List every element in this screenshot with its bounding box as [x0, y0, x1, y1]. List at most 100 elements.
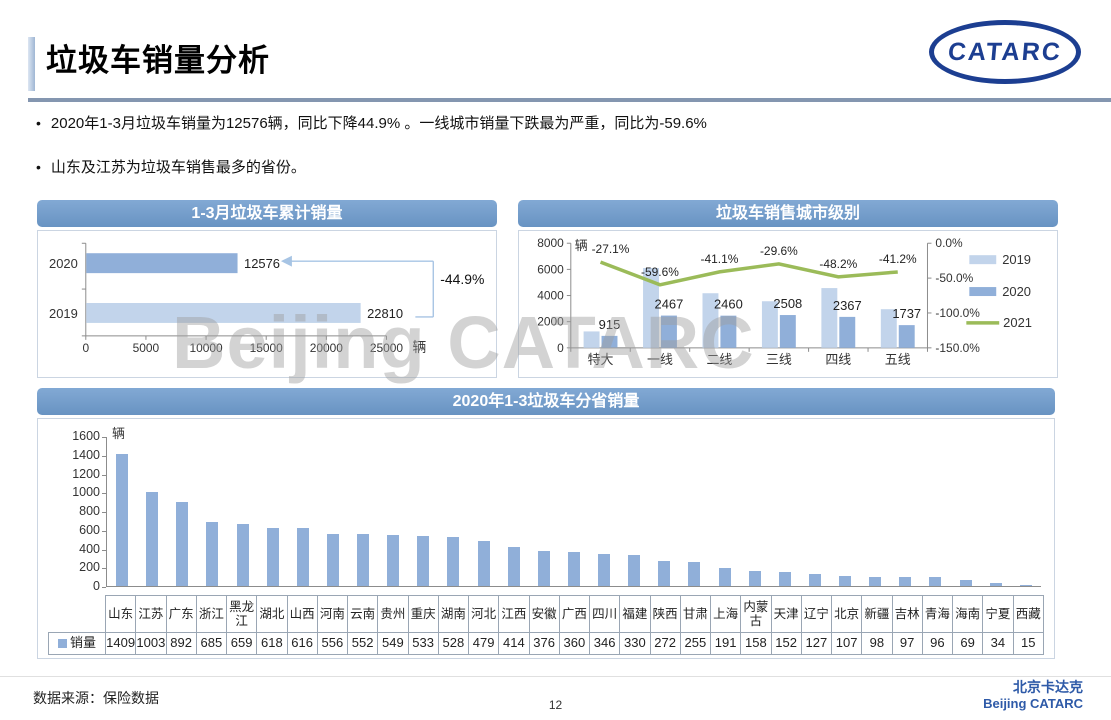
table-row-provinces: 山东 江苏 广东 浙江 黑龙江 湖北 山西 河南 云南 贵州 重庆 湖南 河北 江西 安徽 广西 四川 福建 陕西甘…: [49, 595, 1044, 633]
tick: [102, 530, 106, 532]
bar-2020-五线: [898, 325, 915, 348]
catarc-logo-text: CATARC: [946, 37, 1064, 66]
x-category-label: 三线: [766, 352, 792, 367]
province-header-cell: 山东: [104, 595, 137, 633]
bullet-dot: •: [36, 115, 41, 131]
province-bars-area: [106, 437, 1041, 587]
bar-2019-四线: [821, 288, 838, 348]
value-cell: 533: [407, 632, 439, 655]
y-tick-label: 600: [79, 522, 100, 537]
line-point-label: -27.1%: [592, 242, 630, 256]
bar-天津: [778, 571, 791, 586]
value-cell: 1003: [135, 632, 167, 655]
bar-四川: [598, 553, 611, 586]
footer-brand-en: Beijing CATARC: [983, 696, 1083, 712]
province-header-cell: 贵州: [377, 595, 409, 633]
tick: [102, 549, 106, 551]
value-cell: 97: [891, 632, 923, 655]
bar-value-label: 2367: [833, 298, 862, 313]
bullet-item: • 2020年1-3月垃圾车销量为12576辆，同比下降44.9% 。一线城市销量…: [36, 112, 1086, 135]
bar-安徽: [537, 550, 550, 586]
bar-column: [589, 553, 619, 586]
bar-column: [679, 562, 709, 586]
value-cell: 191: [709, 632, 742, 655]
bar-column: [740, 571, 770, 586]
x-tick-label: 20000: [310, 341, 344, 355]
bar-column: [348, 534, 378, 586]
bar-value-label: 915: [599, 317, 621, 332]
bar-广东: [176, 502, 189, 586]
bar-column: [830, 575, 860, 586]
left-tick-label: 6000: [537, 262, 564, 276]
bar-2020-三线: [779, 315, 796, 348]
value-cell: 528: [437, 632, 470, 655]
right-tick-label: 0.0%: [935, 236, 963, 250]
footer-brand: 北京卡达克 Beijing CATARC: [983, 678, 1083, 713]
tick: [102, 474, 106, 476]
y-tick-label: 1200: [72, 466, 100, 481]
bar-2019: [86, 303, 361, 323]
legend-label-2021: 2021: [1003, 315, 1032, 330]
bar-湖南: [447, 536, 460, 586]
table-corner-cell: [49, 596, 106, 633]
bar-column: [469, 541, 499, 586]
province-header-cell: 天津: [770, 595, 802, 633]
bar-value-label: 2467: [655, 297, 684, 312]
bar-column: [619, 555, 649, 586]
province-header-cell: 河南: [316, 595, 349, 633]
bar-吉林: [899, 576, 912, 586]
value-cell: 96: [921, 632, 954, 655]
title-accent-bar: [28, 37, 35, 91]
tick: [102, 437, 106, 438]
bar-江西: [507, 547, 520, 586]
x-category-label: 四线: [825, 352, 851, 367]
x-tick-label: 25000: [370, 341, 404, 355]
bar-column: [860, 576, 890, 586]
province-header-cell: 甘肃: [679, 595, 712, 633]
province-header-cell: 内蒙古: [740, 595, 772, 633]
bullet-list: • 2020年1-3月垃圾车销量为12576辆，同比下降44.9% 。一线城市销量…: [36, 112, 1086, 200]
value-cell: 552: [346, 632, 379, 655]
province-header-cell: 重庆: [407, 595, 439, 633]
bar-河南: [326, 533, 339, 586]
province-header-cell: 湖南: [437, 595, 470, 633]
bar-青海: [929, 577, 942, 586]
city-tier-card-title: 垃圾车销售城市级别: [518, 200, 1058, 227]
bar-新疆: [869, 576, 882, 586]
annotation-label: -44.9%: [440, 271, 484, 287]
province-header-cell: 西藏: [1012, 595, 1044, 633]
x-category-label: 一线: [647, 352, 673, 367]
bar-山东: [116, 453, 129, 586]
catarc-logo: CATARC: [929, 20, 1081, 84]
value-cell: 346: [588, 632, 621, 655]
bar-value-label: 22810: [367, 306, 403, 321]
bar-column: [318, 533, 348, 586]
bar-2019-五线: [880, 309, 897, 348]
bar-贵州: [387, 534, 400, 586]
province-header-cell: 辽宁: [800, 595, 833, 633]
province-header-cell: 上海: [709, 595, 742, 633]
legend-label-2019: 2019: [1002, 252, 1031, 267]
province-header-cell: 青海: [921, 595, 954, 633]
bar-column: [710, 568, 740, 586]
left-tick-label: 0: [557, 341, 564, 355]
bar-column: [529, 550, 559, 586]
right-tick-label: -50.0%: [935, 271, 973, 285]
bar-column: [981, 582, 1011, 586]
value-cell: 616: [286, 632, 318, 655]
x-category-label: 二线: [706, 352, 732, 367]
value-cell: 618: [256, 632, 288, 655]
right-tick-label: -100.0%: [935, 306, 980, 320]
province-header-cell: 海南: [951, 595, 984, 633]
series-label-cell: 销量: [48, 632, 106, 655]
y-tick-label: 0: [93, 579, 100, 593]
province-sales-card-title: 2020年1-3垃圾车分省销量: [37, 388, 1055, 415]
bar-value-label: 12576: [244, 256, 280, 271]
value-cell: 892: [165, 632, 197, 655]
x-category-label: 五线: [885, 352, 911, 367]
bar-广西: [567, 552, 580, 586]
bar-宁夏: [989, 582, 1002, 586]
value-cell: 479: [467, 632, 500, 655]
x-tick-label: 5000: [133, 341, 160, 355]
